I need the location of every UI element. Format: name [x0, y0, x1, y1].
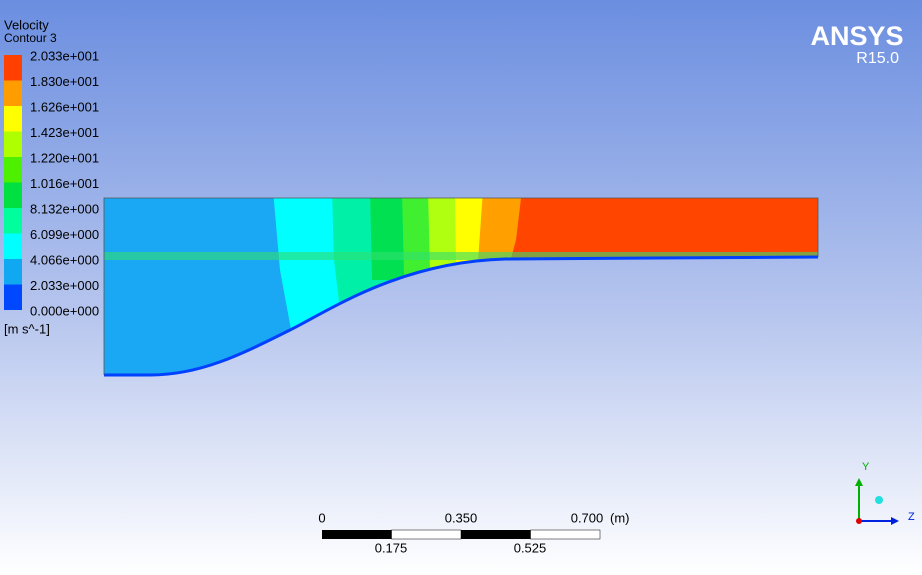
legend-level: 2.033e+000: [30, 278, 99, 293]
color-band: [4, 182, 22, 208]
color-band: [4, 55, 22, 81]
logo-version: R15.0: [856, 50, 899, 67]
color-band: [4, 131, 22, 157]
legend-level: 1.626e+001: [30, 99, 99, 114]
legend-level: 8.132e+000: [30, 201, 99, 216]
legend-level: 0.000e+000: [30, 303, 99, 318]
axis-triad: Y Z: [855, 461, 915, 525]
legend-level: 1.423e+001: [30, 125, 99, 140]
scale-unit: (m): [610, 510, 630, 525]
legend-level: 1.016e+001: [30, 176, 99, 191]
legend: Velocity Contour 3 2.033e+001 1.830e+001 1…: [4, 17, 99, 336]
color-band: [4, 208, 22, 234]
color-band: [4, 157, 22, 183]
scale-label: 0: [318, 510, 325, 525]
legend-level: 6.099e+000: [30, 227, 99, 242]
legend-level: 4.066e+000: [30, 252, 99, 267]
scale-label: 0.525: [514, 540, 547, 555]
color-band: [4, 284, 22, 310]
scale-label: 0.175: [375, 540, 408, 555]
logo: ANSYS R15.0: [810, 21, 903, 67]
legend-level: 2.033e+001: [30, 48, 99, 63]
scale-label: 0.350: [445, 510, 478, 525]
scale-label: 0.700: [571, 510, 604, 525]
legend-levels: 2.033e+001 1.830e+001 1.626e+001 1.423e+001…: [30, 48, 99, 318]
color-bar: [4, 55, 22, 310]
color-band: [4, 233, 22, 259]
legend-level: 1.830e+001: [30, 74, 99, 89]
wall-boundary: [104, 255, 819, 377]
axis-label: Z: [908, 511, 915, 523]
color-band: [4, 106, 22, 132]
legend-subtitle: Contour 3: [4, 31, 57, 45]
legend-level: 1.220e+001: [30, 150, 99, 165]
legend-title: Velocity: [4, 17, 49, 32]
axis-label: Y: [862, 461, 870, 473]
logo-name: ANSYS: [810, 21, 903, 51]
domain-outline: [103, 197, 819, 375]
legend-unit: [m s^-1]: [4, 321, 50, 336]
scale-bar: 0 0.350 0.700 (m) 0.175 0.525: [318, 510, 629, 555]
color-band: [4, 259, 22, 285]
color-band: [4, 80, 22, 106]
